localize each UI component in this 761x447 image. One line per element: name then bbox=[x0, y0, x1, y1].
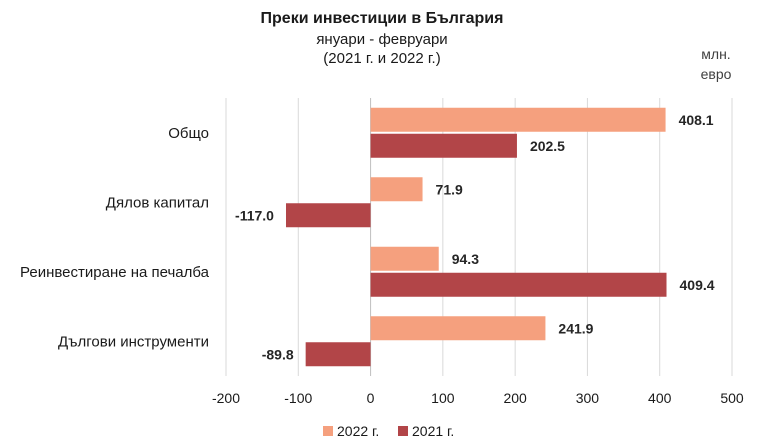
data-label: -117.0 bbox=[235, 207, 274, 223]
legend-label: 2022 г. bbox=[337, 423, 379, 439]
unit-label: млн. евро bbox=[690, 44, 742, 84]
bar-series1 bbox=[370, 177, 423, 202]
chart-title-block: Преки инвестиции в България януари - фев… bbox=[232, 8, 532, 68]
data-label: 408.1 bbox=[679, 112, 714, 128]
legend-swatch bbox=[398, 426, 408, 436]
data-label: 202.5 bbox=[530, 138, 565, 154]
chart-subtitle-period: януари - февруари bbox=[316, 31, 448, 48]
category-label: Дялов капитал bbox=[106, 194, 209, 211]
bar-series2 bbox=[370, 133, 517, 158]
bar-series1 bbox=[370, 107, 666, 132]
bar-series1 bbox=[370, 246, 439, 271]
category-label: Общо bbox=[168, 125, 209, 142]
x-tick-label: 500 bbox=[720, 390, 744, 406]
x-tick-label: 300 bbox=[576, 390, 600, 406]
unit-label-line1: млн. bbox=[701, 46, 731, 62]
data-label: 94.3 bbox=[452, 251, 479, 267]
x-tick-label: -200 bbox=[212, 390, 240, 406]
x-tick-label: -100 bbox=[284, 390, 312, 406]
legend-swatch bbox=[323, 426, 333, 436]
bar-series2 bbox=[285, 203, 371, 228]
category-label: Реинвестиране на печалба bbox=[20, 264, 210, 281]
x-tick-label: 0 bbox=[367, 390, 375, 406]
chart-subtitle-years: (2021 г. и 2022 г.) bbox=[323, 50, 441, 67]
unit-label-line2: евро bbox=[700, 66, 732, 82]
x-tick-label: 200 bbox=[503, 390, 527, 406]
data-label: -89.8 bbox=[262, 346, 294, 362]
data-label: 241.9 bbox=[558, 320, 593, 336]
bar-series2 bbox=[305, 342, 371, 367]
x-tick-label: 400 bbox=[648, 390, 672, 406]
chart-title: Преки инвестиции в България bbox=[260, 10, 504, 27]
bar-series2 bbox=[370, 272, 667, 297]
x-tick-label: 100 bbox=[431, 390, 455, 406]
data-label: 71.9 bbox=[436, 181, 463, 197]
category-label: Дългови инструменти bbox=[58, 333, 209, 350]
bar-series1 bbox=[370, 316, 546, 341]
data-label: 409.4 bbox=[680, 277, 715, 293]
legend-label: 2021 г. bbox=[412, 423, 454, 439]
